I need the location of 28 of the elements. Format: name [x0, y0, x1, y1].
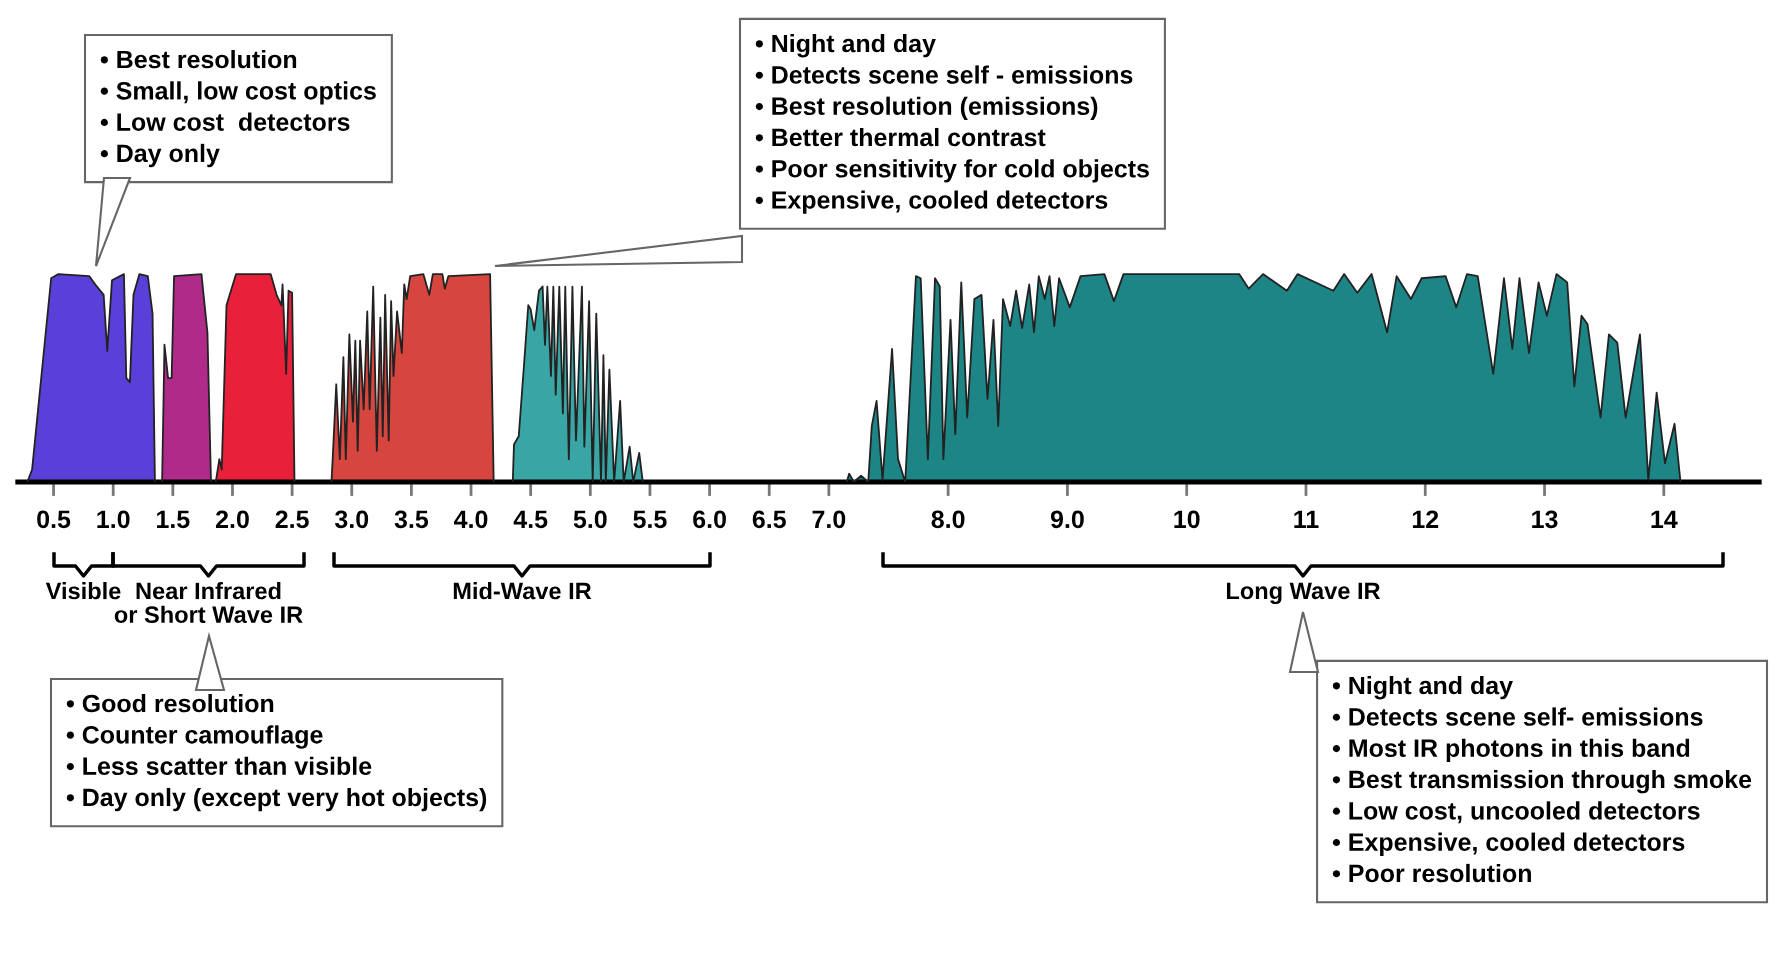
text: • Night and day • Detects scene self - emissions • Best resolution (emissions) • Better thermal contrast • Poor sensitivity for cold objects • Expensive, cooled detectors [755, 34, 1149, 214]
x-tick-label: 4.5 [513, 510, 548, 529]
x-tick-label: 14 [1651, 510, 1678, 528]
x-tick-label: 10 [1174, 510, 1200, 529]
x-tick-label: 2.5 [275, 510, 309, 529]
x-tick-label: 1.5 [157, 510, 190, 529]
text: • Good resolution • Counter camouflage • Less scatter than visible • Day only (except very hot objects) [66, 694, 487, 812]
x-tick-label: 6.0 [693, 510, 726, 529]
x-tick-label: 3.5 [394, 510, 429, 529]
x-tick-label: 5.5 [633, 510, 667, 529]
x-tick-label: 11 [1294, 510, 1319, 528]
x-tick-label: 12 [1412, 510, 1439, 528]
text: • Best resolution • Small, low cost optics • Low cost detectors • Day only [100, 50, 376, 168]
x-tick-label: 4.0 [454, 510, 488, 529]
text: Mid-Wave IR [453, 582, 592, 600]
x-tick-label: 0.5 [37, 510, 71, 529]
x-tick-label: 5.0 [573, 510, 607, 529]
text: Visible [45, 582, 121, 600]
x-tick-label: 9.0 [1050, 510, 1084, 529]
x-tick-label: 13 [1532, 510, 1558, 529]
x-tick-label: 2.0 [215, 510, 249, 529]
x-tick-label: 8.0 [931, 510, 965, 529]
x-tick-label: 7.0 [812, 510, 846, 529]
x-tick-label: 1.0 [97, 510, 130, 529]
x-tick-label: 6.5 [752, 510, 786, 529]
text: • Night and day • Detects scene self- emissions • Most IR photons in this band • Best transmission through smoke • Low cost, uncooled detectors • Expensive, cooled detectors • Poor resolution [1332, 676, 1752, 883]
x-tick-label: 3.0 [334, 510, 369, 529]
text: Long Wave IR [1226, 582, 1381, 605]
